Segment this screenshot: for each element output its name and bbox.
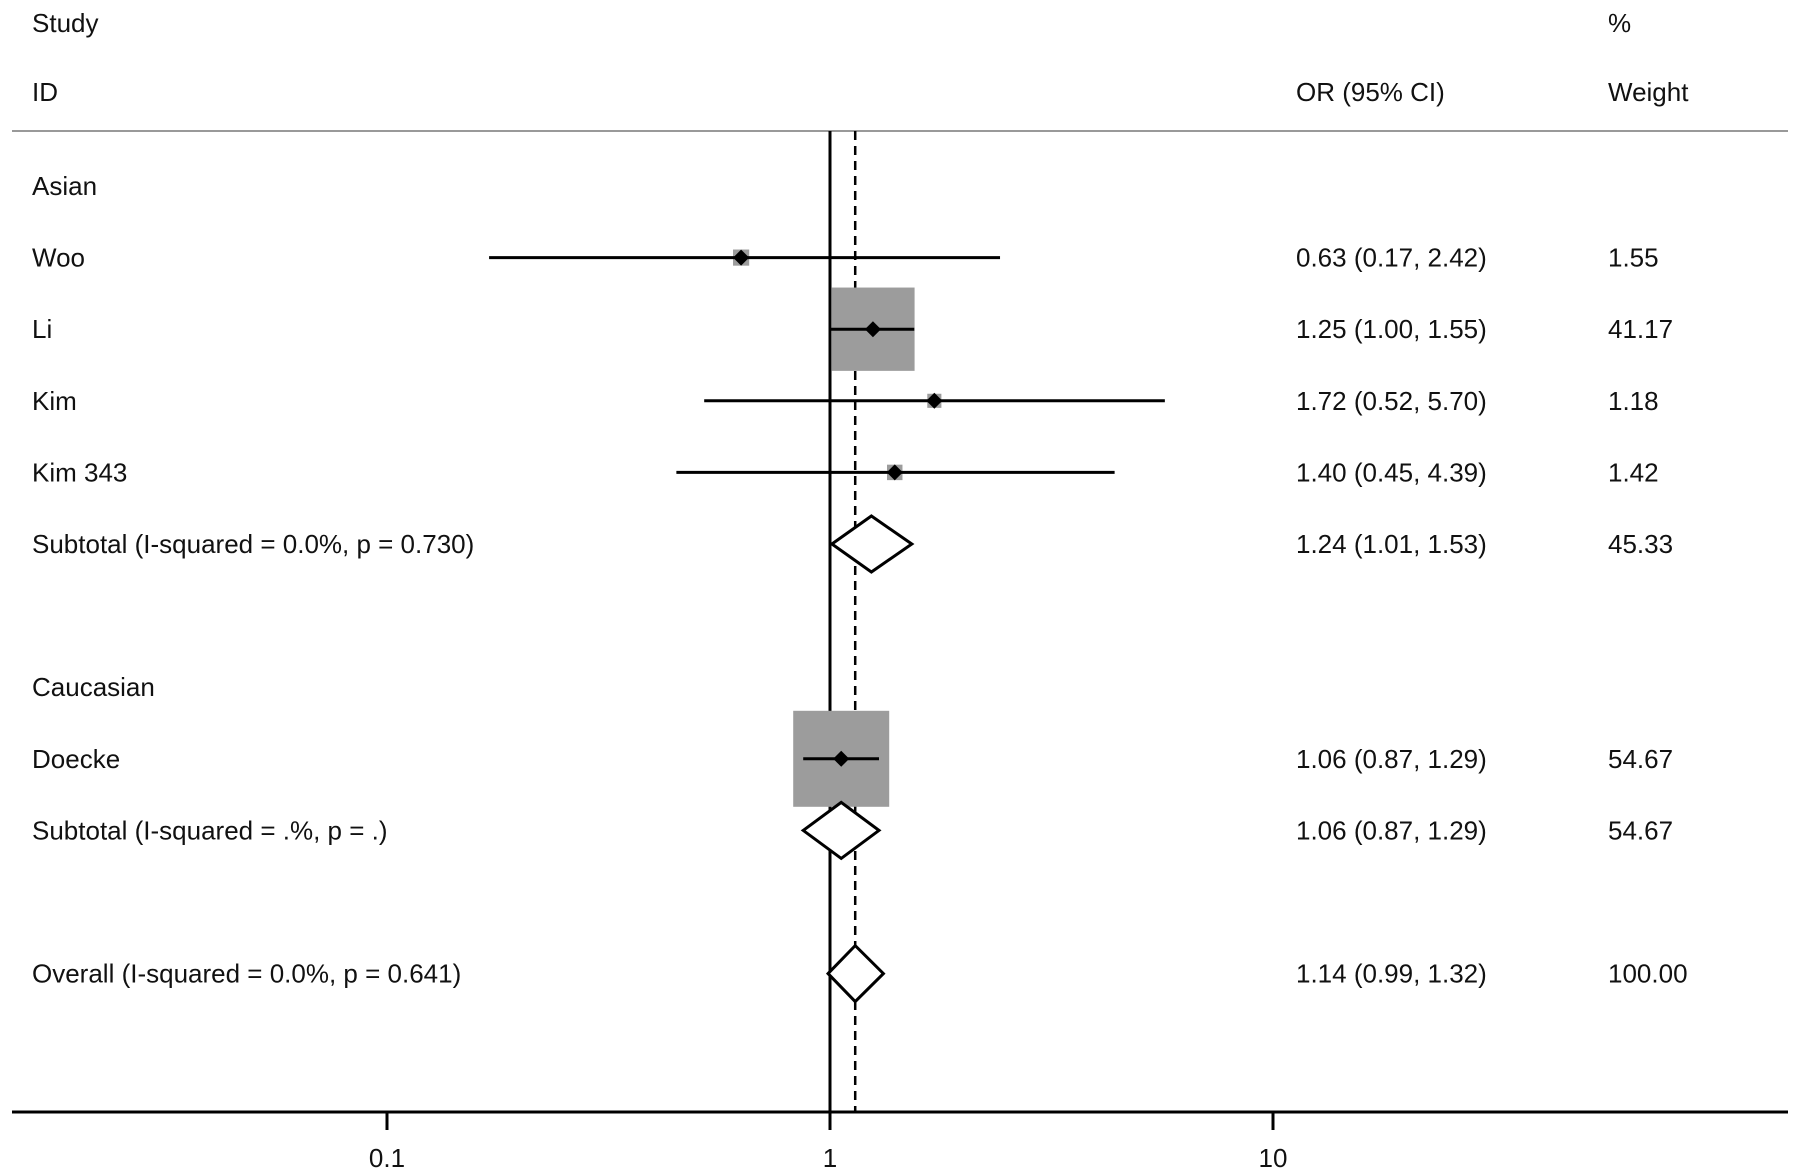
x-tick-label: 0.1 [369,1143,405,1173]
or-ci-value: 1.06 (0.87, 1.29) [1296,815,1487,845]
subtotal-row: Subtotal (I-squared = .%, p = .) 1.06 (0.… [32,800,1673,861]
subtotal-row: Subtotal (I-squared = 0.0%, p = 0.730) 1.… [32,514,1673,574]
group-label: Asian [32,171,97,201]
row-label: Woo [32,243,85,273]
weight-value: 54.67 [1608,744,1673,774]
study-rows: Asian Woo 0.63 (0.17, 2.42) 1.55 Li 1.25 (1.0… [32,171,1688,1004]
or-ci-value: 1.25 (1.00, 1.55) [1296,314,1487,344]
header-weight: Weight [1608,77,1689,107]
or-ci-value: 1.24 (1.01, 1.53) [1296,529,1487,559]
group-row: Caucasian [32,672,155,702]
table-header: Study ID OR (95% CI) % Weight [12,8,1788,132]
point-estimate [926,392,943,409]
row-label: Subtotal (I-squared = 0.0%, p = 0.730) [32,529,474,559]
weight-value: 1.55 [1608,243,1659,273]
or-ci-value: 1.14 (0.99, 1.32) [1296,959,1487,989]
row-label: Doecke [32,744,120,774]
row-label: Subtotal (I-squared = .%, p = .) [32,815,388,845]
point-estimate [833,750,850,767]
header-study: Study [32,8,99,38]
study-row: Woo 0.63 (0.17, 2.42) 1.55 [32,243,1659,273]
group-label: Caucasian [32,672,155,702]
weight-value: 54.67 [1608,815,1673,845]
point-estimate [733,249,750,266]
x-tick-label: 1 [823,1143,837,1173]
study-row: Kim 343 1.40 (0.45, 4.39) 1.42 [32,457,1659,487]
or-ci-value: 1.72 (0.52, 5.70) [1296,386,1487,416]
x-tick-label: 10 [1259,1143,1288,1173]
header-id: ID [32,77,58,107]
or-ci-value: 1.40 (0.45, 4.39) [1296,457,1487,487]
or-ci-value: 1.06 (0.87, 1.29) [1296,744,1487,774]
weight-value: 1.18 [1608,386,1659,416]
overall-diamond [825,943,886,1004]
study-row: Kim 1.72 (0.52, 5.70) 1.18 [32,386,1659,416]
study-row: Doecke 1.06 (0.87, 1.29) 54.67 [32,710,1673,807]
subtotal-diamond [829,514,915,574]
header-percent: % [1608,8,1631,38]
overall-row: Overall (I-squared = 0.0%, p = 0.641) 1.1… [32,943,1688,1004]
row-label: Li [32,314,52,344]
row-label: Kim [32,386,77,416]
weight-value: 1.42 [1608,457,1659,487]
x-axis: 0.1 1 10 [12,1110,1788,1173]
point-estimate [886,464,903,481]
study-row: Li 1.25 (1.00, 1.55) 41.17 [32,287,1673,371]
subtotal-diamond [800,800,882,861]
weight-value: 45.33 [1608,529,1673,559]
group-row: Asian [32,171,97,201]
weight-value: 100.00 [1608,959,1688,989]
header-or-ci: OR (95% CI) [1296,77,1445,107]
weight-value: 41.17 [1608,314,1673,344]
row-label: Overall (I-squared = 0.0%, p = 0.641) [32,959,461,989]
point-estimate [864,321,881,338]
or-ci-value: 0.63 (0.17, 2.42) [1296,243,1487,273]
row-label: Kim 343 [32,457,127,487]
